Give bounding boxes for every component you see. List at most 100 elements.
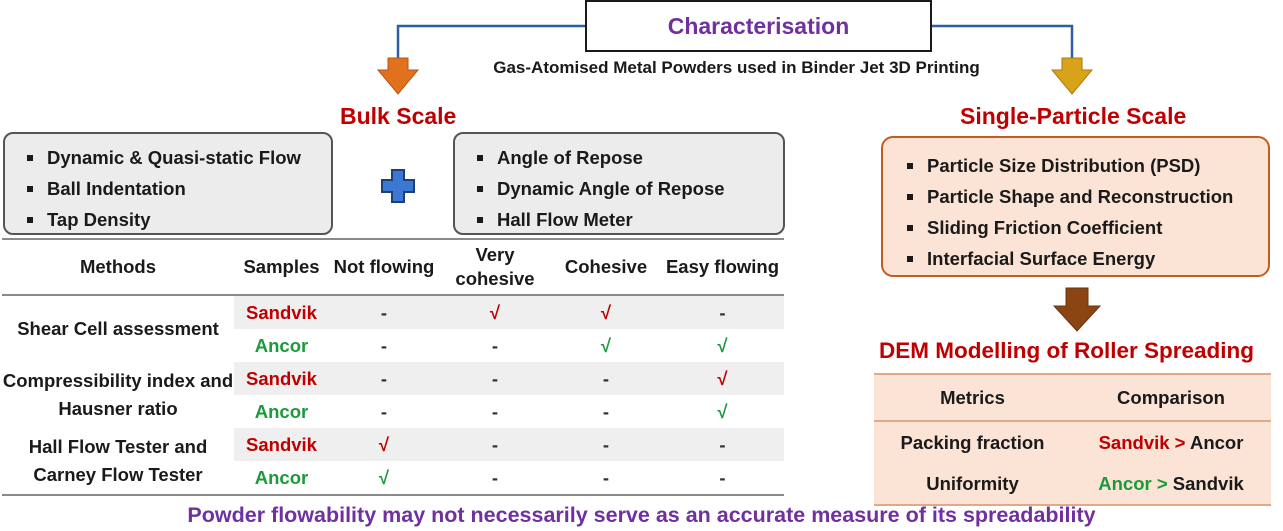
single-particle-methods-box: Particle Size Distribution (PSD) Particl… — [881, 136, 1270, 277]
cell-very-cohesive: - — [439, 428, 551, 461]
dem-header-row: Metrics Comparison — [874, 375, 1271, 422]
bullet-icon — [907, 224, 913, 231]
dem-table-wrapper: Metrics Comparison Packing fraction Sand… — [874, 373, 1271, 506]
table-row: Ancor √ - - - — [2, 461, 784, 494]
cell-cohesive: - — [551, 428, 661, 461]
cell-cohesive: √ — [600, 334, 612, 356]
comparison-first: Sandvik — [1098, 431, 1170, 453]
cell-very-cohesive: √ — [439, 295, 551, 329]
table-row: Hall Flow Tester and Carney Flow Tester … — [2, 428, 784, 494]
cell-easy-flowing: - — [719, 466, 726, 488]
sample-ancor: Ancor — [254, 466, 309, 488]
particle-method-item: Interfacial Surface Energy — [907, 243, 1268, 274]
plus-icon — [381, 169, 415, 203]
bulk-method-item: Dynamic & Quasi-static Flow — [27, 142, 331, 173]
cell-very-cohesive: - — [439, 362, 551, 395]
table-row: Ancor - - - √ — [2, 395, 784, 428]
cell-cohesive: - — [602, 400, 610, 422]
cell-easy-flowing: - — [661, 295, 784, 329]
method-name: Shear Cell assessment — [2, 295, 234, 362]
bullet-icon — [907, 255, 913, 262]
method-name: Hall Flow Tester and Carney Flow Tester — [2, 428, 234, 494]
bulk-methods-left-box: Dynamic & Quasi-static Flow Ball Indenta… — [3, 132, 333, 235]
particle-method-item: Sliding Friction Coefficient — [907, 212, 1268, 243]
cell-easy-flowing: √ — [661, 362, 784, 395]
bullet-icon — [477, 185, 483, 192]
sample-sandvik: Sandvik — [234, 295, 329, 329]
bullet-icon — [27, 154, 33, 161]
table-header-row: Methods Samples Not flowing Very cohesiv… — [2, 240, 784, 295]
bullet-icon — [477, 154, 483, 161]
comparison-cell: Ancor > Sandvik — [1071, 463, 1271, 504]
bulk-method-label: Angle of Repose — [497, 147, 643, 168]
bulk-method-item: Angle of Repose — [477, 142, 783, 173]
sample-ancor: Ancor — [254, 334, 309, 356]
sample-ancor: Ancor — [254, 400, 309, 422]
header-comparison: Comparison — [1071, 375, 1271, 422]
flowability-table-wrapper: Methods Samples Not flowing Very cohesiv… — [2, 238, 784, 496]
particle-method-label: Particle Shape and Reconstruction — [927, 186, 1234, 207]
single-particle-down-arrow — [1050, 57, 1094, 95]
bulk-method-item: Ball Indentation — [27, 173, 331, 204]
bulk-method-item: Hall Flow Meter — [477, 204, 783, 235]
comparison-second: Sandvik — [1172, 472, 1244, 494]
comparison-second: Ancor — [1189, 431, 1244, 453]
particle-method-label: Particle Size Distribution (PSD) — [927, 155, 1201, 176]
comparison-first: Ancor — [1098, 472, 1152, 494]
particle-method-label: Interfacial Surface Energy — [927, 248, 1156, 269]
header-metrics: Metrics — [874, 375, 1071, 422]
conclusion-footer: Powder flowability may not necessarily s… — [187, 503, 1096, 527]
dem-heading: DEM Modelling of Roller Spreading — [879, 338, 1255, 363]
sample-sandvik: Sandvik — [234, 362, 329, 395]
sample-sandvik: Sandvik — [234, 428, 329, 461]
dem-row: Uniformity Ancor > Sandvik — [874, 463, 1271, 504]
bulk-method-label: Dynamic Angle of Repose — [497, 178, 725, 199]
cell-very-cohesive: - — [491, 334, 499, 356]
characterisation-title-box: Characterisation — [585, 0, 932, 52]
right-connector-line — [932, 24, 1074, 58]
single-particle-heading: Single-Particle Scale — [960, 103, 1187, 129]
particle-method-item: Particle Shape and Reconstruction — [907, 181, 1268, 212]
table-row: Shear Cell assessment Sandvik - √ √ - — [2, 295, 784, 362]
bulk-method-label: Ball Indentation — [47, 178, 186, 199]
header-easy-flowing: Easy flowing — [665, 256, 780, 277]
bullet-icon — [477, 216, 483, 223]
cell-cohesive: - — [602, 466, 610, 488]
dem-down-arrow — [1052, 287, 1102, 332]
bulk-scale-heading: Bulk Scale — [340, 103, 457, 129]
header-not-flowing: Not flowing — [333, 256, 435, 277]
comparison-cell: Sandvik > Ancor — [1071, 421, 1271, 463]
bulk-down-arrow — [376, 57, 420, 95]
cell-cohesive: - — [551, 362, 661, 395]
table-row: Ancor - - √ √ — [2, 329, 784, 362]
cell-easy-flowing: - — [661, 428, 784, 461]
characterisation-title: Characterisation — [667, 12, 850, 39]
header-methods: Methods — [79, 256, 157, 277]
cell-not-flowing: √ — [378, 466, 390, 488]
cell-very-cohesive: - — [491, 400, 499, 422]
cell-not-flowing: - — [329, 295, 439, 329]
bullet-icon — [907, 162, 913, 169]
bulk-method-item: Tap Density — [27, 204, 331, 235]
metric-name: Uniformity — [926, 472, 1019, 494]
bulk-methods-right-box: Angle of Repose Dynamic Angle of Repose … — [453, 132, 785, 235]
bullet-icon — [907, 193, 913, 200]
dem-metrics-table: Metrics Comparison Packing fraction Sand… — [874, 375, 1271, 504]
header-samples: Samples — [243, 256, 320, 277]
bullet-icon — [27, 216, 33, 223]
flowability-table: Methods Samples Not flowing Very cohesiv… — [2, 240, 784, 494]
cell-easy-flowing: √ — [717, 334, 728, 356]
cell-very-cohesive: - — [491, 466, 499, 488]
cell-not-flowing: - — [380, 334, 388, 356]
dem-row: Packing fraction Sandvik > Ancor — [874, 421, 1271, 463]
table-row: Compressibility index and Hausner ratio … — [2, 362, 784, 428]
bulk-method-item: Dynamic Angle of Repose — [477, 173, 783, 204]
method-name: Compressibility index and Hausner ratio — [2, 362, 234, 428]
metric-name: Packing fraction — [900, 431, 1045, 453]
cell-not-flowing: √ — [329, 428, 439, 461]
particle-method-label: Sliding Friction Coefficient — [927, 217, 1163, 238]
subtitle: Gas-Atomised Metal Powders used in Binde… — [493, 58, 980, 77]
particle-method-item: Particle Size Distribution (PSD) — [907, 150, 1268, 181]
header-cohesive: Cohesive — [564, 256, 648, 277]
